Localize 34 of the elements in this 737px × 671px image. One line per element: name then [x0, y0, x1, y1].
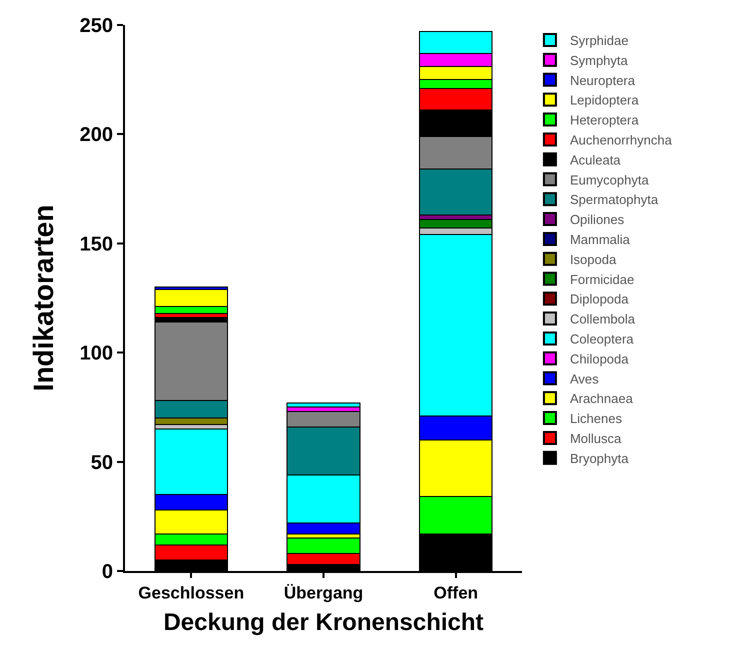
y-tick-label: 50 — [90, 452, 113, 474]
legend-label: Arachnaea — [570, 391, 634, 406]
legend-label: Symphyta — [570, 52, 629, 68]
x-tick-label: Offen — [434, 583, 478, 602]
legend-label: Diplopoda — [570, 292, 630, 307]
y-tick-label: 0 — [102, 561, 113, 583]
legend-label: Lichenes — [570, 411, 622, 426]
y-tick-label: 150 — [80, 233, 113, 256]
legend-label: Syrphidae — [570, 33, 628, 48]
x-tick-label: Geschlossen — [138, 583, 244, 602]
legend-label: Isopoda — [570, 252, 617, 267]
legend-label: Aves — [570, 371, 600, 386]
x-axis-title: Deckung der Kronenschicht — [163, 609, 484, 636]
legend-label: Neuroptera — [570, 72, 636, 88]
legend-label: Mollusca — [570, 431, 622, 446]
legend-label: Collembola — [570, 312, 636, 327]
legend-label: Heteroptera — [570, 112, 640, 128]
y-tick-label: 250 — [80, 15, 113, 37]
bar — [286, 402, 360, 408]
legend-label: Opiliones — [570, 212, 625, 228]
y-axis-title: Indikatorarten — [28, 204, 59, 392]
legend-label: Lepidoptera — [570, 92, 640, 108]
legend-label: Formicidae — [570, 272, 634, 287]
legend-label: Chilopoda — [570, 351, 630, 366]
y-tick-label: 200 — [80, 124, 113, 146]
y-tick-label: 100 — [80, 342, 113, 365]
legend-label: Spermatophyta — [570, 192, 659, 208]
x-tick-label: Übergang — [284, 583, 364, 602]
legend-label: Mammalia — [570, 232, 631, 248]
legend-label: Aculeata — [570, 152, 622, 168]
legend-label: Bryophyta — [570, 450, 630, 466]
legend-label: Coleoptera — [570, 332, 634, 347]
legend-label: Auchenorrhyncha — [570, 132, 673, 148]
legend-label: Eumycophyta — [570, 172, 650, 188]
